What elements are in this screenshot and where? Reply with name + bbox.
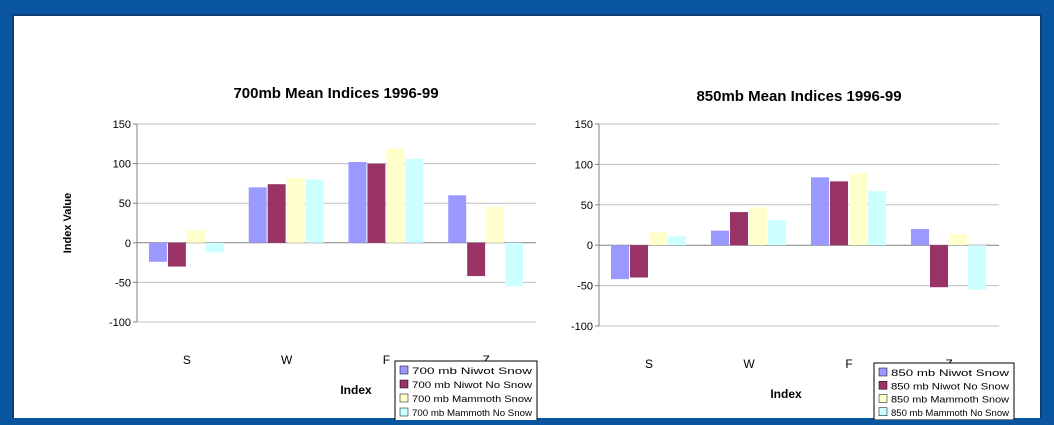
y-tick-label: 100 xyxy=(113,159,131,171)
bar-s-series-3 xyxy=(186,230,205,243)
legend-label: 700 mb Niwot Snow xyxy=(412,366,533,376)
y-tick-label: 150 xyxy=(113,119,131,131)
bar-z-series-2 xyxy=(930,245,948,288)
y-tick-label: -100 xyxy=(109,317,131,329)
legend-swatch xyxy=(399,379,409,389)
bar-w-series-4 xyxy=(768,220,786,246)
legend: 700 mb Niwot Snow 700 mb Niwot No Snow 700… xyxy=(394,360,538,422)
bar-s-series-4 xyxy=(205,242,224,253)
x-tick-label: W xyxy=(743,357,755,371)
bar-f-series-4 xyxy=(868,191,886,246)
y-tick-label: -50 xyxy=(115,277,131,289)
bar-z-series-1 xyxy=(448,195,467,243)
bar-w-series-3 xyxy=(286,177,305,243)
bar-f-series-2 xyxy=(830,181,848,246)
legend-label: 850 mb Niwot No Snow xyxy=(891,381,1010,391)
x-axis-label: Index xyxy=(340,383,372,397)
y-tick-label: 100 xyxy=(575,159,593,171)
bar-f-series-1 xyxy=(811,177,829,246)
x-axis-label: Index xyxy=(770,387,802,401)
x-tick-label: W xyxy=(281,353,293,367)
y-tick-label: 50 xyxy=(119,198,131,210)
bar-f-series-3 xyxy=(386,148,405,243)
bar-s-series-2 xyxy=(630,245,648,278)
chart-1: 700mb Mean Indices 1996-99 Index Value 150… xyxy=(62,85,538,422)
y-axis-label: Index Value xyxy=(62,193,74,254)
x-tick-label: F xyxy=(845,357,852,371)
chart-title: 700mb Mean Indices 1996-99 xyxy=(233,85,438,102)
bar-w-series-2 xyxy=(267,184,286,243)
legend-swatch xyxy=(878,381,888,390)
y-tick-label: 0 xyxy=(125,238,131,250)
bar-z-series-4 xyxy=(968,245,986,290)
chart-title: 850mb Mean Indices 1996-99 xyxy=(696,88,901,105)
bar-f-series-3 xyxy=(849,173,867,246)
legend-label: 850 mb Niwot Snow xyxy=(891,368,1010,378)
y-tick-label: 150 xyxy=(575,119,593,131)
x-tick-label: S xyxy=(183,353,191,367)
y-tick-label: 0 xyxy=(587,240,593,252)
bar-f-series-2 xyxy=(367,163,386,243)
legend-swatch xyxy=(878,367,888,377)
bar-z-series-3 xyxy=(949,233,967,246)
bar-s-series-4 xyxy=(668,236,686,246)
legend-label: 700 mb Mammoth No Snow xyxy=(412,408,533,418)
chart-panel: 700mb Mean Indices 1996-99 Index Value 150… xyxy=(12,14,1042,422)
bar-w-series-3 xyxy=(749,207,767,246)
legend: 850 mb Niwot Snow 850 mb Niwot No Snow 850… xyxy=(873,362,1015,421)
bar-z-series-2 xyxy=(467,242,486,277)
bar-s-series-1 xyxy=(148,242,167,262)
legend-label: 850 mb Mammoth Snow xyxy=(891,395,1010,405)
x-tick-label: Z xyxy=(482,353,489,367)
y-tick-label: -100 xyxy=(571,321,593,333)
charts-canvas: 700mb Mean Indices 1996-99 Index Value 150… xyxy=(62,85,1015,422)
bar-f-series-4 xyxy=(405,158,424,243)
legend-box xyxy=(873,362,1015,421)
legend-label: 700 mb Niwot No Snow xyxy=(412,380,533,390)
bar-s-series-1 xyxy=(611,245,629,280)
legend-swatch xyxy=(399,365,409,375)
bar-w-series-2 xyxy=(730,212,748,246)
bar-w-series-4 xyxy=(305,179,324,243)
bar-s-series-2 xyxy=(167,242,186,267)
bar-z-series-3 xyxy=(486,207,505,243)
legend-swatch xyxy=(878,394,888,403)
bar-w-series-1 xyxy=(711,230,729,246)
bar-f-series-1 xyxy=(348,162,367,243)
legend-swatch xyxy=(399,407,409,417)
x-tick-label: F xyxy=(383,353,390,367)
legend-swatch xyxy=(399,393,409,403)
legend-label: 850 mb Mammoth No Snow xyxy=(891,408,1010,418)
bar-w-series-1 xyxy=(248,187,267,243)
bar-z-series-4 xyxy=(505,242,524,287)
y-tick-label: 50 xyxy=(581,200,593,212)
chart-2: 850mb Mean Indices 1996-99 150 100 50 0 -50 -1… xyxy=(571,88,1015,421)
bar-s-series-3 xyxy=(649,232,667,246)
legend-swatch xyxy=(878,407,888,416)
y-tick-label: -50 xyxy=(577,281,593,293)
x-tick-label: S xyxy=(645,357,653,371)
legend-label: 700 mb Mammoth Snow xyxy=(412,394,533,404)
bar-z-series-1 xyxy=(911,229,929,246)
